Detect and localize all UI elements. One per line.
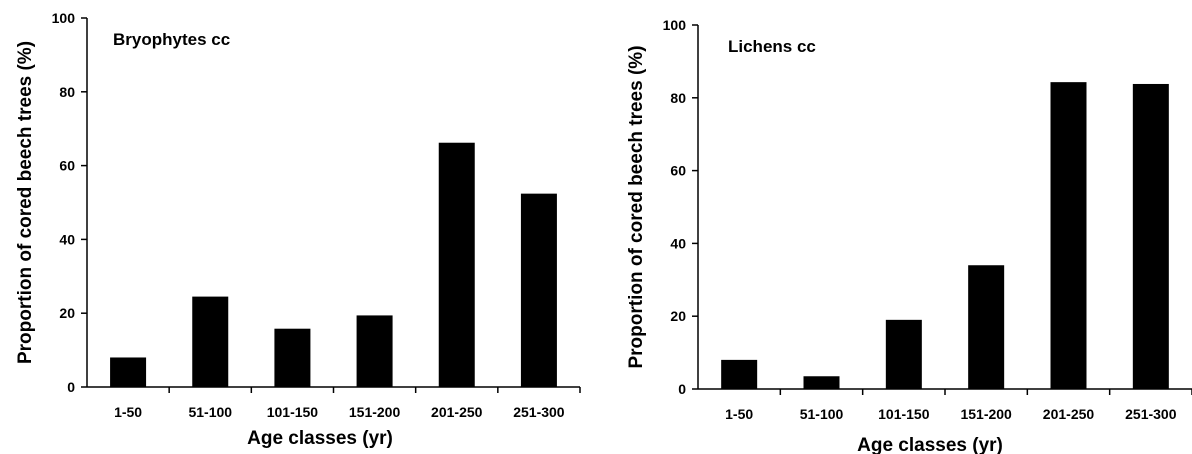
bryophytes-y-tick-label: 80 (59, 84, 75, 100)
lichens-y-axis-title: Proportion of cored beech trees (%) (626, 45, 647, 368)
bryophytes-bar-101-150 (274, 328, 311, 387)
lichens-ticks: 0 20 40 60 80 100 1-50 51-100 101-150 151-200 201-… (663, 17, 1192, 422)
bryophytes-y-axis-title: Proportion of cored beech trees (%) (15, 41, 36, 364)
lichens-x-tick-label: 1-50 (725, 406, 753, 422)
lichens-x-axis-title: Age classes (yr) (857, 435, 1003, 454)
lichens-bar-201-250 (1050, 82, 1087, 389)
lichens-x-tick-label: 51-100 (800, 406, 844, 422)
lichens-bar-51-100 (803, 376, 840, 389)
lichens-x-tick-label: 201-250 (1043, 406, 1095, 422)
chart-panel-bryophytes: 0 20 40 60 80 100 1-50 51-100 101-150 151-200 201-… (15, 10, 581, 449)
bryophytes-x-tick-label: 1-50 (114, 404, 142, 420)
lichens-x-tick-label: 101-150 (878, 406, 930, 422)
chart-panel-lichens: 0 20 40 60 80 100 1-50 51-100 101-150 151-200 201-… (626, 17, 1192, 454)
lichens-chart-title: Lichens cc (728, 37, 816, 56)
bryophytes-x-tick-label: 101-150 (267, 404, 319, 420)
bryophytes-x-tick-label: 151-200 (349, 404, 401, 420)
bryophytes-bar-251-300 (520, 193, 557, 387)
bryophytes-bar-51-100 (192, 296, 229, 387)
lichens-x-tick-label: 251-300 (1125, 406, 1177, 422)
lichens-y-tick-label: 80 (670, 90, 686, 106)
lichens-y-tick-label: 100 (663, 17, 687, 33)
lichens-y-tick-label: 0 (678, 381, 686, 397)
bryophytes-bars (110, 142, 557, 387)
bryophytes-axes (86, 18, 580, 388)
bryophytes-x-axis-title: Age classes (yr) (247, 428, 393, 449)
bryophytes-y-tick-label: 60 (59, 158, 75, 174)
lichens-y-tick-label: 60 (670, 163, 686, 179)
bryophytes-x-tick-label: 251-300 (513, 404, 565, 420)
lichens-bars (721, 82, 1169, 389)
bryophytes-chart-title: Bryophytes cc (113, 30, 230, 49)
bryophytes-y-tick-label: 0 (67, 379, 75, 395)
bryophytes-x-tick-label: 201-250 (431, 404, 483, 420)
bryophytes-bar-1-50 (110, 357, 147, 387)
bryophytes-bar-151-200 (356, 315, 393, 387)
lichens-bar-1-50 (721, 359, 758, 389)
lichens-y-tick-label: 40 (670, 235, 686, 251)
lichens-bar-101-150 (885, 319, 922, 389)
lichens-axes (697, 25, 1192, 390)
bryophytes-y-tick-label: 40 (59, 231, 75, 247)
bryophytes-ticks: 0 20 40 60 80 100 1-50 51-100 101-150 151-200 201-… (52, 10, 581, 420)
lichens-bar-251-300 (1132, 83, 1169, 389)
lichens-x-tick-label: 151-200 (960, 406, 1012, 422)
bryophytes-x-tick-label: 51-100 (188, 404, 232, 420)
lichens-bar-151-200 (968, 265, 1005, 389)
bryophytes-y-tick-label: 20 (59, 305, 75, 321)
lichens-y-tick-label: 20 (670, 308, 686, 324)
bryophytes-bar-201-250 (438, 142, 475, 387)
bryophytes-y-tick-label: 100 (52, 10, 76, 26)
